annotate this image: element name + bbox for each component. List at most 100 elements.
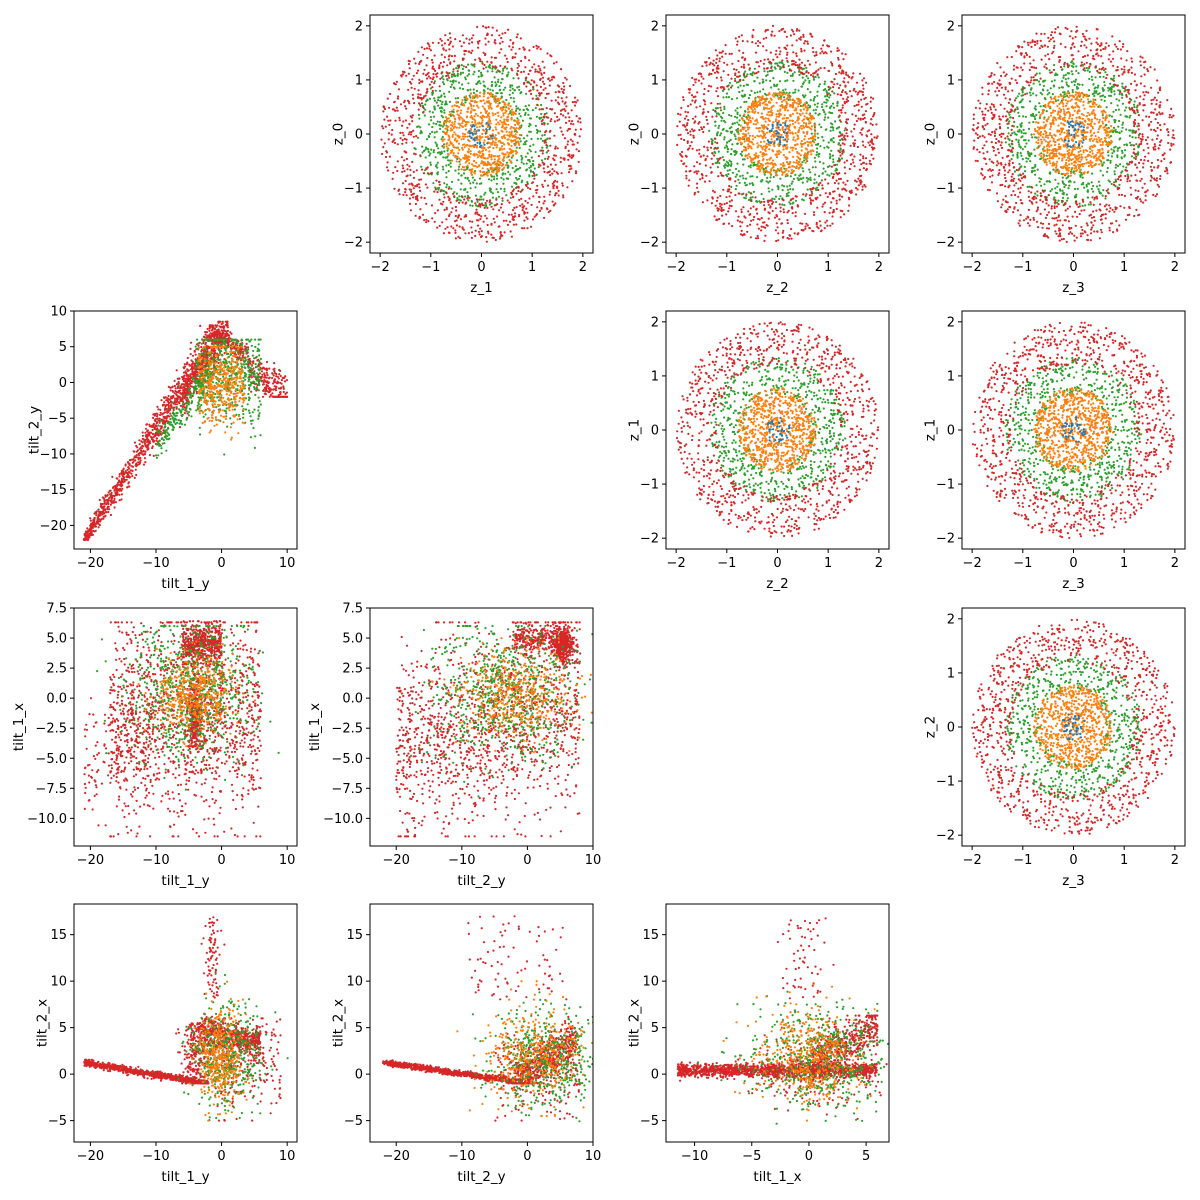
data-point-red [395, 106, 398, 109]
data-point-red [688, 170, 691, 173]
data-point-red [470, 51, 473, 55]
data-point-green [1016, 106, 1019, 109]
data-point-red [817, 188, 820, 192]
y-tick-label: 0 [355, 128, 363, 143]
data-point-orange [506, 134, 509, 137]
data-point-red [382, 127, 385, 130]
data-point-red [453, 54, 456, 58]
data-point-red [841, 195, 844, 198]
data-point-red [413, 57, 416, 60]
data-point-orange [805, 158, 808, 162]
data-point-orange [493, 144, 496, 147]
data-point-red [399, 137, 402, 140]
data-point-green [1103, 95, 1107, 99]
data-point-red [858, 90, 861, 93]
data-point-orange [493, 160, 496, 163]
data-point-orange [443, 131, 446, 134]
data-point-green [828, 174, 831, 177]
data-point-green [785, 194, 788, 198]
data-point-green [784, 88, 787, 91]
data-point-green [750, 89, 753, 92]
data-point-blue [475, 136, 478, 139]
data-point-red [409, 209, 412, 212]
data-point-orange [809, 141, 812, 144]
data-point-red [680, 159, 683, 162]
data-point-green [445, 156, 449, 159]
data-point-red [395, 80, 398, 83]
data-point-red [431, 89, 434, 93]
data-point-red [474, 58, 477, 61]
data-point-orange [757, 135, 761, 138]
data-point-orange [762, 125, 765, 128]
data-point-red [473, 63, 476, 66]
data-point-orange [484, 135, 487, 139]
data-point-orange [469, 150, 472, 153]
data-point-red [480, 235, 483, 238]
data-point-green [744, 177, 748, 180]
data-point-green [539, 137, 543, 140]
data-point-red [425, 202, 428, 205]
data-point-green [437, 104, 440, 107]
data-point-green [752, 164, 755, 167]
data-point-green [742, 177, 745, 180]
data-point-green [814, 112, 817, 115]
data-point-orange [771, 149, 774, 152]
data-point-green [765, 94, 768, 97]
data-point-orange [756, 146, 759, 149]
data-point-green [502, 69, 505, 72]
data-point-green [793, 91, 797, 94]
data-point-red [711, 142, 714, 145]
data-point-red [538, 196, 541, 199]
data-point-red [478, 214, 481, 217]
data-point-red [868, 129, 871, 132]
data-point-blue [777, 126, 780, 129]
data-point-red [558, 118, 561, 121]
data-point-red [506, 60, 509, 64]
data-point-red [513, 206, 516, 209]
data-point-green [714, 124, 717, 127]
data-point-red [436, 72, 439, 75]
data-point-red [735, 68, 738, 71]
data-point-green [818, 123, 821, 126]
data-point-green [1073, 187, 1077, 191]
data-point-red [537, 45, 540, 49]
data-point-red [414, 202, 417, 206]
data-point-red [567, 158, 570, 161]
data-point-green [1040, 184, 1043, 187]
data-point-red [841, 52, 844, 55]
data-point-green [491, 196, 494, 199]
data-point-green [731, 171, 735, 174]
data-point-red [538, 209, 542, 212]
data-point-orange [784, 169, 788, 172]
data-point-red [723, 202, 726, 206]
data-point-green [1123, 109, 1126, 112]
data-point-red [680, 137, 683, 140]
data-point-green [1034, 108, 1037, 111]
data-point-red [770, 199, 773, 202]
data-point-orange [800, 139, 803, 143]
data-point-orange [742, 132, 745, 135]
data-point-red [476, 224, 480, 227]
data-point-red [408, 183, 411, 186]
data-point-red [811, 229, 814, 232]
data-point-red [847, 99, 850, 102]
data-point-red [769, 205, 772, 208]
data-point-blue [491, 137, 494, 140]
data-point-green [802, 176, 805, 179]
data-point-orange [456, 110, 459, 113]
data-point-red [727, 73, 730, 76]
data-point-green [417, 113, 420, 116]
data-point-orange [753, 153, 756, 157]
data-point-orange [803, 154, 806, 157]
data-point-green [424, 108, 427, 111]
data-point-green [481, 60, 484, 63]
data-point-orange [776, 168, 779, 171]
data-point-green [730, 126, 733, 129]
data-point-orange [510, 117, 513, 120]
data-point-blue [775, 129, 778, 132]
data-point-red [848, 198, 851, 201]
data-point-red [548, 84, 551, 87]
data-point-orange [494, 138, 498, 141]
data-point-red [413, 152, 416, 155]
data-point-red [680, 150, 684, 154]
